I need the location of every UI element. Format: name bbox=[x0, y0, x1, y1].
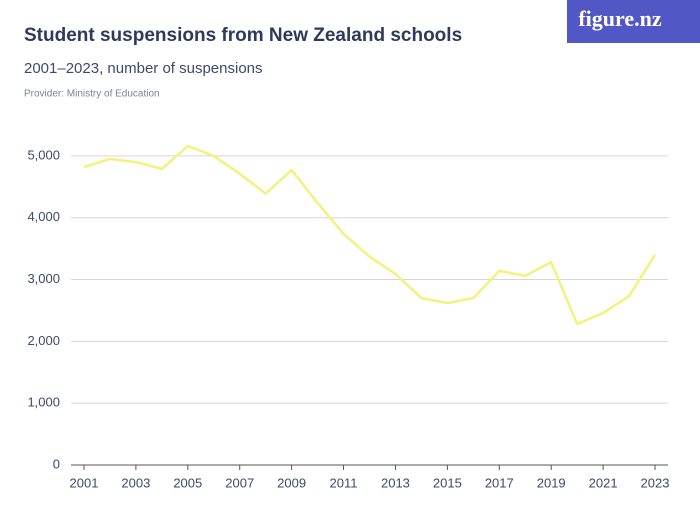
line bbox=[83, 144, 657, 326]
x-tick-label: 2005 bbox=[173, 475, 202, 490]
y-tick-label: 3,000 bbox=[27, 271, 60, 286]
logo-box bbox=[567, 0, 700, 43]
y-tick-label: 0 bbox=[53, 456, 60, 471]
logo: figure.nz bbox=[578, 6, 662, 31]
x-tick-label: 2003 bbox=[121, 475, 150, 490]
x-tick-label: 2007 bbox=[225, 475, 254, 490]
x-tick-label: 2011 bbox=[330, 475, 358, 490]
chart-subtitle: 2001–2023, number of suspensions bbox=[24, 60, 263, 77]
chart-title: Student suspensions from New Zealand sch… bbox=[24, 25, 462, 46]
y-tick-label: 5,000 bbox=[27, 147, 60, 162]
x-tick-label: 2009 bbox=[277, 475, 306, 490]
y-tick-label: 2,000 bbox=[27, 333, 60, 348]
x-tick-label: 2017 bbox=[485, 475, 514, 490]
y-tick-label: 1,000 bbox=[27, 395, 60, 410]
x-tick-label: 2013 bbox=[381, 475, 410, 490]
x-tick-label: 2019 bbox=[537, 475, 566, 490]
source: Provider: Ministry of Education bbox=[24, 89, 160, 100]
x-tick-label: 2021 bbox=[589, 475, 618, 490]
x-tick-label: 2023 bbox=[641, 475, 670, 490]
y-tick-label: 4,000 bbox=[27, 209, 60, 224]
x-tick-label: 2015 bbox=[433, 475, 462, 490]
x-tick-label: 2001 bbox=[70, 475, 99, 490]
